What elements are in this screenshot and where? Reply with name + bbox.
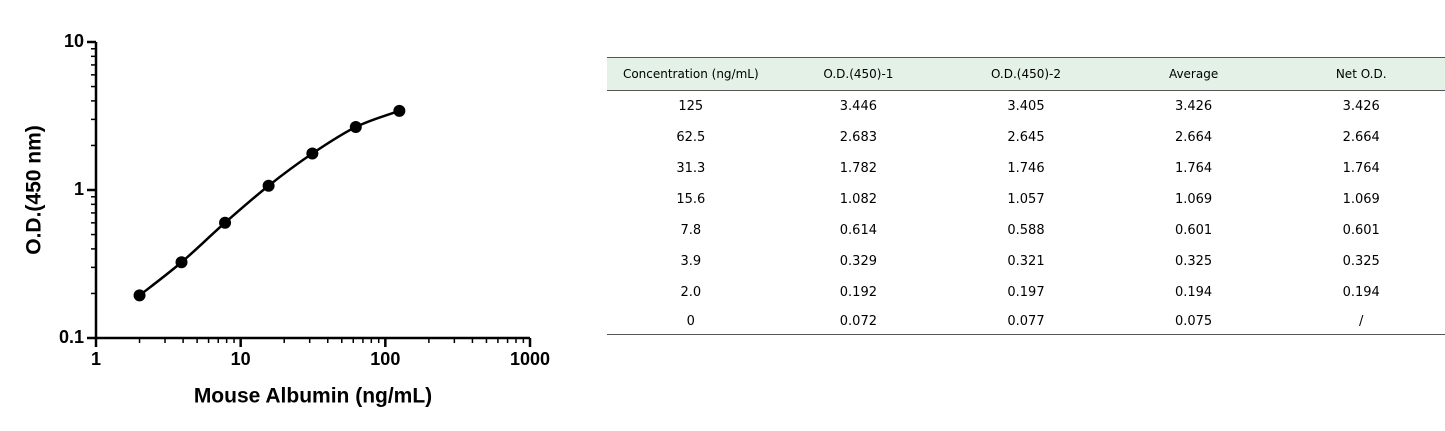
header-cell: O.D.(450)-1 [774,57,943,91]
y-tick-label: 0.1 [59,327,84,347]
table-cell: 125 [678,99,704,114]
header-cell: O.D.(450)-2 [942,57,1110,91]
header-cell: Concentration (ng/mL) [607,57,775,91]
table-cell: 0.329 [839,254,877,269]
table-row: 3.9 0.329 0.321 0.325 0.325 [607,246,1445,277]
table-cell: 3.446 [839,99,877,114]
table-body: 125 3.446 3.405 3.426 3.426 62.5 2.683 2.645 2.6… [607,91,1445,335]
x-axis-label: Mouse Albumin (ng/mL) [194,385,432,408]
table-cell: 1.782 [839,161,877,176]
x-tick-label: 1 [91,349,101,369]
table-cell: 0.197 [1007,285,1045,300]
table-cell: 0.194 [1174,285,1213,300]
data-point [349,121,362,134]
y-tick-label: 1 [74,179,84,199]
table-cell: 2.664 [1174,130,1213,145]
table-cell: 1.069 [1174,192,1213,207]
table-cell: 0 [607,308,775,335]
table-row: 125 3.446 3.405 3.426 3.426 [607,91,1445,123]
table-row: 15.6 1.082 1.057 1.069 1.069 [607,184,1445,215]
data-table: Concentration (ng/mL) O.D.(450)-1 O.D.(450… [607,57,1445,335]
table-cell: 31.3 [676,161,706,176]
table-cell: 0.075 [1109,308,1278,335]
table-cell: / [1277,308,1445,335]
data-point [133,289,146,302]
chart: Mouse Albumin (ng/mL) O.D.(450 nm) 1 10 10… [23,31,550,408]
table-cell: 1.057 [1007,192,1045,207]
header-row: Concentration (ng/mL) O.D.(450)-1 O.D.(450… [607,57,1445,91]
table-row: 62.5 2.683 2.645 2.664 2.664 [607,122,1445,153]
table-row: 2.0 0.192 0.197 0.194 0.194 [607,277,1445,308]
table-cell: 1.746 [1007,161,1045,176]
table-cell: 1.764 [1174,161,1213,176]
y-axis-label: O.D.(450 nm) [23,125,46,255]
table-cell: 0.321 [1007,254,1045,269]
table-cell: 1.764 [1342,161,1380,176]
data-point [219,216,232,229]
table-cell: 2.0 [680,285,702,300]
table-cell: 3.405 [1007,99,1045,114]
table-cell: 1.082 [839,192,877,207]
data-point [262,179,275,192]
table-row: 0 0.072 0.077 0.075/ [607,308,1445,335]
table-cell: 7.8 [680,223,702,238]
table-row: 7.8 0.614 0.588 0.601 0.601 [607,215,1445,246]
table-cell: 1.069 [1342,192,1380,207]
table-cell: 2.683 [839,130,877,145]
table-cell: 0.192 [839,285,877,300]
table-cell: 15.6 [676,192,706,207]
header-cell: Average [1109,57,1278,91]
x-tick-label: 100 [370,349,400,369]
table-cell: 3.426 [1342,99,1380,114]
table-cell: 0.072 [774,308,943,335]
table-cell: 0.601 [1342,223,1380,238]
table-cell: 0.325 [1342,254,1380,269]
table-cell: 0.614 [839,223,877,238]
x-tick-label: 1000 [510,349,550,369]
data-point [306,147,319,160]
table-cell: 0.588 [1007,223,1045,238]
table-cell: 3.9 [680,254,702,269]
table-cell: 0.194 [1342,285,1380,300]
table-cell: 62.5 [676,130,706,145]
table-cell: 0.325 [1174,254,1213,269]
table-cell: 2.664 [1342,130,1380,145]
curve [138,109,400,297]
table-cell: 0.077 [942,308,1110,335]
data-point [393,104,406,117]
header-cell: Net O.D. [1277,57,1445,91]
y-tick-label: 10 [64,31,84,51]
data-point [175,256,188,269]
table-row: 31.3 1.782 1.746 1.764 1.764 [607,153,1445,184]
table-cell: 2.645 [1007,130,1045,145]
table-cell: 3.426 [1174,99,1213,114]
table-cell: 0.601 [1174,223,1213,238]
x-tick-label: 10 [231,349,251,369]
